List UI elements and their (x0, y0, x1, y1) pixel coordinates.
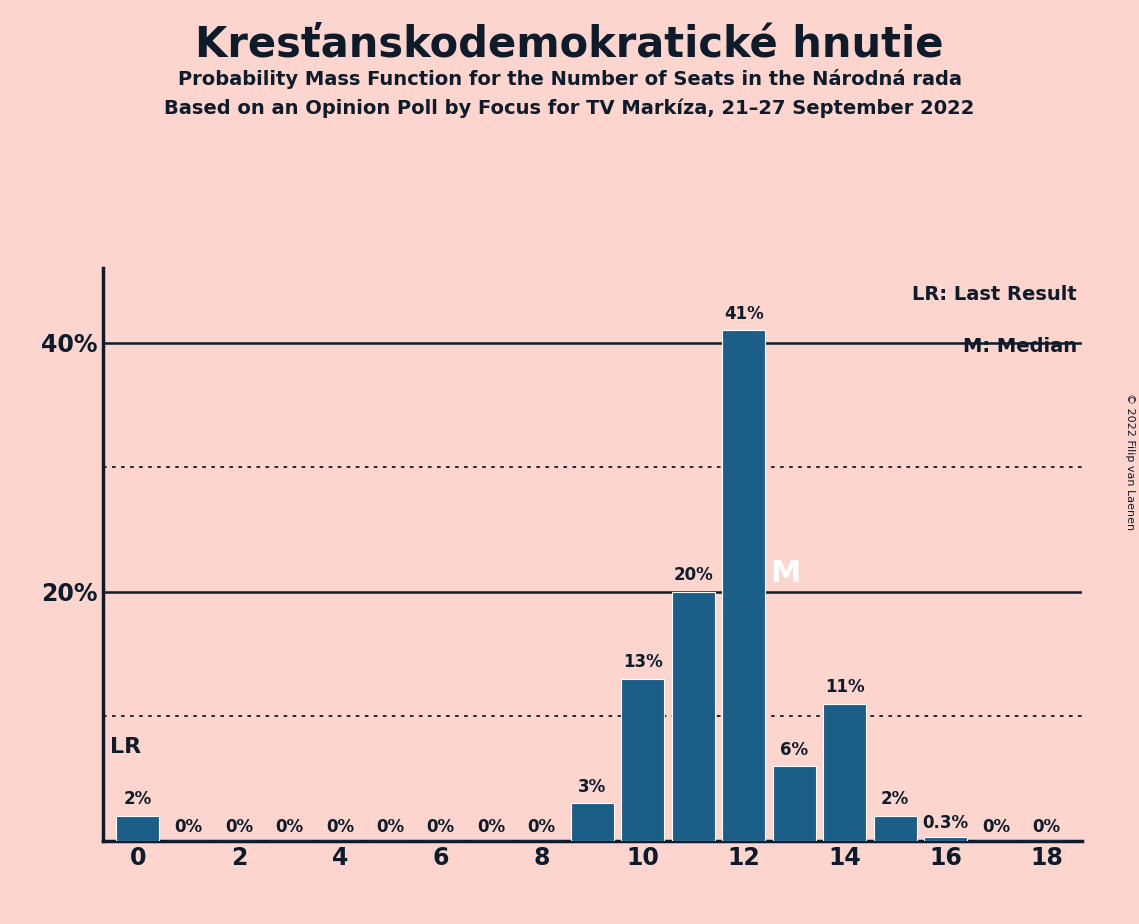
Text: Kresťanskodemokratické hnutie: Kresťanskodemokratické hnutie (195, 23, 944, 65)
Text: 13%: 13% (623, 653, 663, 672)
Text: 0%: 0% (376, 818, 404, 836)
Text: Based on an Opinion Poll by Focus for TV Markíza, 21–27 September 2022: Based on an Opinion Poll by Focus for TV… (164, 99, 975, 118)
Bar (874, 816, 917, 841)
Text: 0%: 0% (1033, 818, 1060, 836)
Text: LR: Last Result: LR: Last Result (912, 286, 1077, 304)
Text: 0%: 0% (477, 818, 506, 836)
Bar (722, 330, 765, 841)
Text: 20%: 20% (673, 566, 713, 584)
Text: Probability Mass Function for the Number of Seats in the Národná rada: Probability Mass Function for the Number… (178, 69, 961, 90)
Text: 11%: 11% (825, 678, 865, 697)
Text: LR: LR (110, 737, 141, 758)
Text: 0%: 0% (326, 818, 354, 836)
Bar (772, 766, 816, 841)
Text: © 2022 Filip van Laenen: © 2022 Filip van Laenen (1125, 394, 1134, 530)
Text: 2%: 2% (882, 790, 909, 808)
Text: 0%: 0% (982, 818, 1010, 836)
Text: 2%: 2% (124, 790, 151, 808)
Text: M: Median: M: Median (964, 336, 1077, 356)
Bar (823, 704, 866, 841)
Text: 0%: 0% (276, 818, 303, 836)
Text: 41%: 41% (724, 305, 763, 322)
Text: 0%: 0% (174, 818, 203, 836)
Text: 0%: 0% (527, 818, 556, 836)
Text: 6%: 6% (780, 741, 809, 759)
Bar (571, 804, 614, 841)
Text: M: M (770, 559, 801, 588)
Bar (116, 816, 159, 841)
Text: 0%: 0% (224, 818, 253, 836)
Bar (672, 591, 715, 841)
Text: 3%: 3% (579, 778, 606, 796)
Text: 0.3%: 0.3% (923, 814, 969, 833)
Bar (621, 679, 664, 841)
Bar (924, 837, 967, 841)
Text: 0%: 0% (427, 818, 454, 836)
